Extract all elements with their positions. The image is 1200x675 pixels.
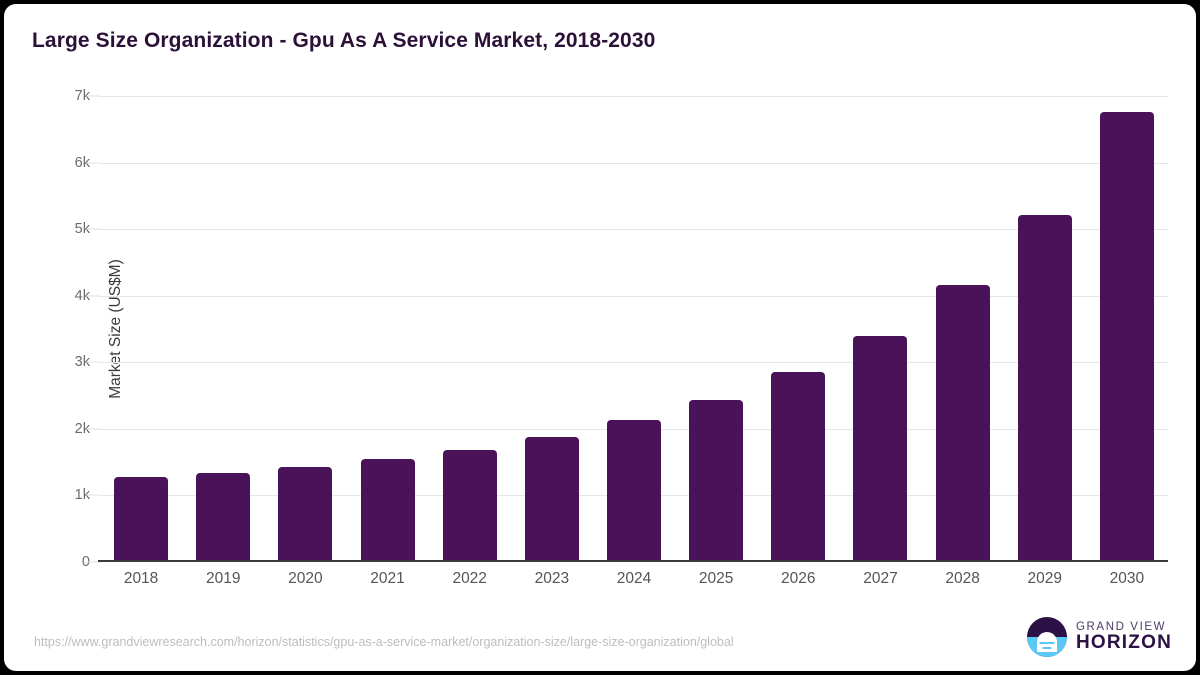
bar[interactable] <box>114 477 169 562</box>
bar[interactable] <box>196 472 251 562</box>
bar[interactable] <box>689 400 744 562</box>
x-axis-tick-label: 2025 <box>698 570 734 587</box>
y-axis-tick-mark <box>86 228 100 230</box>
x-axis-tick-label: 2027 <box>863 570 898 587</box>
bar[interactable] <box>853 335 908 562</box>
x-axis-tick-label: 2030 <box>1109 570 1145 587</box>
y-axis-tick-label: 0 <box>30 554 90 570</box>
y-axis-tick-mark <box>86 428 100 430</box>
bars-group <box>100 96 1168 562</box>
x-axis-tick-label: 2018 <box>123 570 159 587</box>
bar[interactable] <box>1099 111 1154 562</box>
y-axis-tick-mark <box>86 95 100 97</box>
bar[interactable] <box>771 371 826 562</box>
x-axis-tick-label: 2020 <box>288 570 323 587</box>
y-axis-tick-mark <box>86 561 100 563</box>
bar[interactable] <box>524 436 579 562</box>
x-axis-tick-label: 2021 <box>370 570 405 587</box>
x-axis-tick-label: 2028 <box>945 570 980 587</box>
y-axis-tick-label: 4k <box>74 287 90 304</box>
x-axis-tick-label: 2026 <box>781 570 816 587</box>
bar-slot <box>346 96 428 562</box>
bar-slot <box>264 96 346 562</box>
brand-logo: GRAND VIEW HORIZON <box>1026 617 1172 657</box>
bar[interactable] <box>442 449 497 562</box>
y-axis-tick-mark <box>86 361 100 363</box>
bar-slot <box>675 96 757 562</box>
grand-view-horizon-logo-icon <box>1026 617 1067 657</box>
logo-line-upper <box>1039 642 1055 645</box>
y-axis-tick-label: 1k <box>74 487 90 504</box>
source-url[interactable]: https://www.grandviewresearch.com/horizo… <box>34 635 734 649</box>
y-axis-tick-mark <box>86 162 100 164</box>
bar[interactable] <box>1017 215 1072 562</box>
gridline <box>100 295 1168 297</box>
gridline <box>100 96 1168 97</box>
y-axis-tick-mark <box>86 295 100 297</box>
logo-text-line2: HORIZON <box>1075 632 1172 654</box>
y-axis-tick-label: 6k <box>74 154 90 171</box>
bar-slot <box>593 96 675 562</box>
bar-slot <box>839 96 921 562</box>
logo-wordmark: GRAND VIEW HORIZON <box>1076 621 1172 653</box>
x-axis-tick-label: 2029 <box>1027 570 1063 587</box>
x-axis-tick-label: 2019 <box>205 570 241 587</box>
gridline <box>100 362 1168 364</box>
bar[interactable] <box>278 466 333 562</box>
logo-text-line1: GRAND VIEW <box>1075 621 1167 633</box>
bar-slot <box>511 96 593 562</box>
bar-slot <box>429 96 511 562</box>
x-axis-tick-label: 2024 <box>616 570 652 587</box>
y-axis-tick-label: 2k <box>74 420 90 437</box>
y-axis-tick-label: 3k <box>74 354 90 371</box>
bar-slot <box>922 96 1004 562</box>
page-title: Large Size Organization - Gpu As A Servi… <box>32 29 656 52</box>
bar-slot <box>182 96 264 562</box>
bar-slot <box>100 96 182 562</box>
chart-card: Large Size Organization - Gpu As A Servi… <box>4 4 1196 671</box>
bar-slot <box>1004 96 1086 562</box>
bar[interactable] <box>935 285 990 562</box>
y-axis-tick-label: 7k <box>74 88 90 104</box>
x-axis-tick-label: 2023 <box>534 570 570 587</box>
y-axis-tick-mark <box>86 494 100 496</box>
gridline <box>100 162 1168 164</box>
y-axis-tick-label: 5k <box>74 221 90 238</box>
gridline <box>100 229 1168 231</box>
plot-area: 01k2k3k4k5k6k7k 201820192020202120222023… <box>75 88 1168 587</box>
bar[interactable] <box>360 458 415 562</box>
bar[interactable] <box>606 420 661 562</box>
logo-line-lower <box>1042 646 1052 649</box>
x-axis-tick-label: 2022 <box>452 570 487 587</box>
bar-slot <box>757 96 839 562</box>
x-axis-line <box>98 560 1168 562</box>
bar-slot <box>1086 96 1168 562</box>
